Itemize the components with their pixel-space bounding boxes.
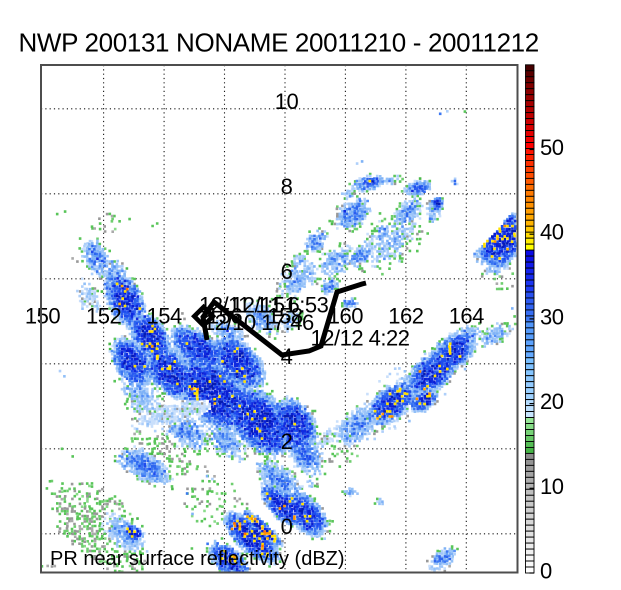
svg-text:6: 6: [281, 259, 293, 284]
svg-text:158: 158: [267, 304, 302, 329]
svg-text:0: 0: [540, 559, 552, 584]
svg-text:NWP 200131 NONAME 20011210 - 2: NWP 200131 NONAME 20011210 - 20011212: [19, 28, 539, 58]
svg-text:40: 40: [540, 220, 564, 245]
svg-text:162: 162: [388, 304, 423, 329]
svg-text:2: 2: [281, 429, 293, 454]
svg-text:8: 8: [281, 174, 293, 199]
svg-text:0: 0: [281, 514, 293, 539]
svg-text:12/11 6:53: 12/11 6:53: [231, 293, 329, 318]
svg-text:20: 20: [540, 389, 564, 414]
svg-text:150: 150: [25, 304, 60, 329]
svg-text:154: 154: [146, 304, 181, 329]
svg-text:12/10 17:46: 12/10 17:46: [203, 310, 314, 335]
svg-text:30: 30: [540, 304, 564, 329]
svg-text:PR near surface reflectivity (: PR near surface reflectivity (dBZ): [50, 548, 345, 570]
svg-text:164: 164: [449, 304, 484, 329]
svg-text:50: 50: [540, 135, 564, 160]
svg-text:10: 10: [540, 474, 564, 499]
svg-text:10: 10: [275, 89, 299, 114]
svg-text:152: 152: [86, 304, 121, 329]
